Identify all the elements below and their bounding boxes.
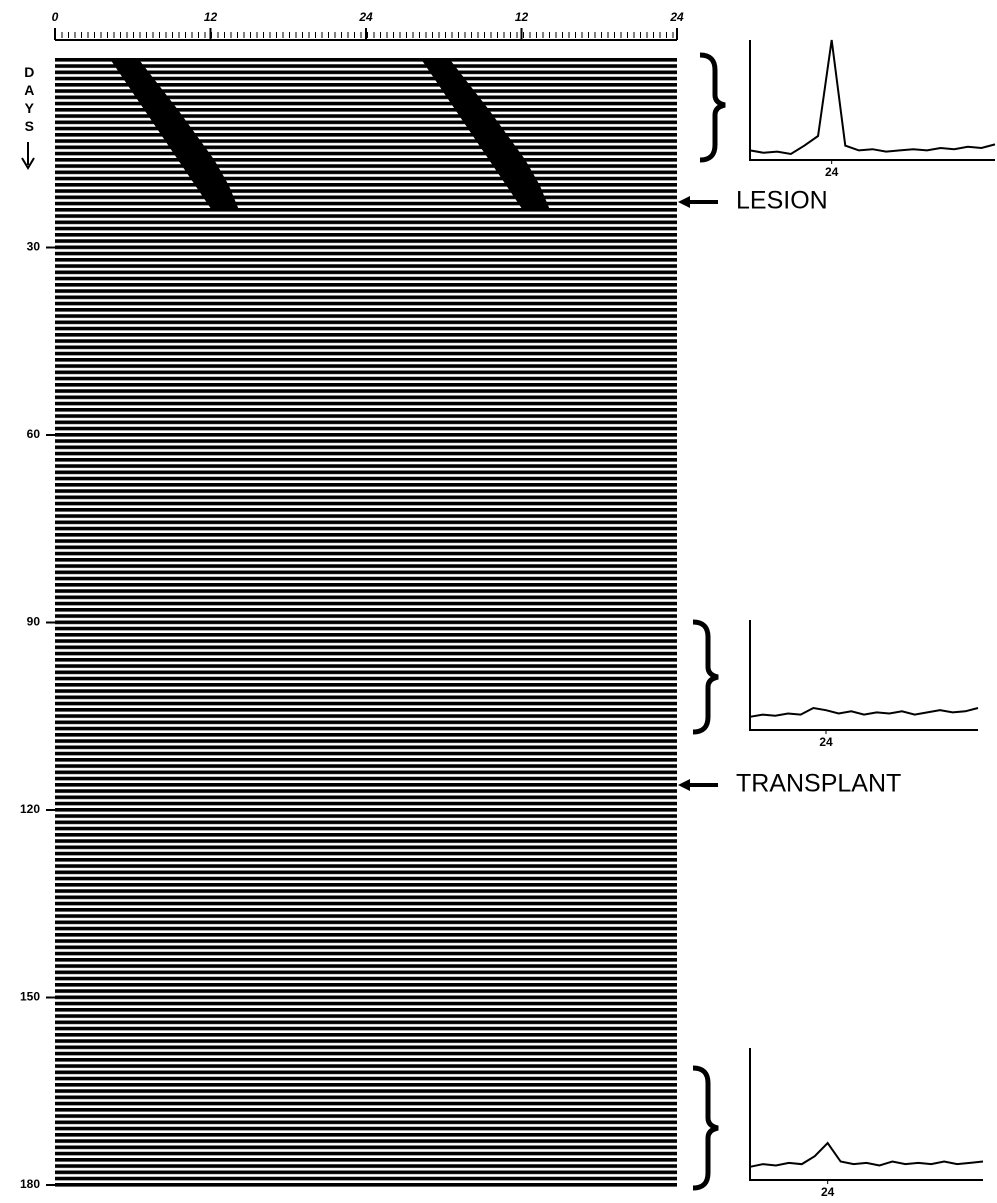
y-tick-label: 60 xyxy=(27,427,41,441)
x-tick-label: 24 xyxy=(358,10,373,24)
inset-axes xyxy=(749,40,995,161)
y-tick-label: 30 xyxy=(27,240,41,254)
brace xyxy=(692,619,719,735)
y-axis-label: DAYS xyxy=(21,64,37,136)
inset-axes xyxy=(749,1048,983,1181)
y-tick-label: 180 xyxy=(20,1177,40,1191)
inset-tick-label: 24 xyxy=(825,165,839,179)
annotation: TRANSPLANT xyxy=(736,770,901,798)
y-tick-label: 120 xyxy=(20,802,40,816)
x-tick-label: 24 xyxy=(669,10,684,24)
y-tick-label: 150 xyxy=(20,990,40,1004)
y-tick-label: 90 xyxy=(27,615,41,629)
inset-axes xyxy=(749,620,978,731)
activity-band xyxy=(421,60,551,210)
x-tick-label: 12 xyxy=(515,10,529,24)
day-rows xyxy=(55,58,677,1188)
periodogram-line xyxy=(749,706,979,718)
arrow-down xyxy=(21,142,35,170)
inset-tick-label: 24 xyxy=(819,735,833,749)
x-tick-label: 12 xyxy=(204,10,218,24)
periodogram-line xyxy=(749,39,996,156)
inset-tick-label: 24 xyxy=(821,1185,835,1199)
arrow-left xyxy=(678,196,718,208)
annotation: LESION xyxy=(736,187,828,215)
arrow-left xyxy=(678,779,718,791)
brace xyxy=(699,52,726,163)
activity-band xyxy=(110,60,240,210)
x-tick-label: 0 xyxy=(52,10,59,24)
brace xyxy=(692,1065,719,1191)
periodogram-line xyxy=(749,1141,984,1168)
